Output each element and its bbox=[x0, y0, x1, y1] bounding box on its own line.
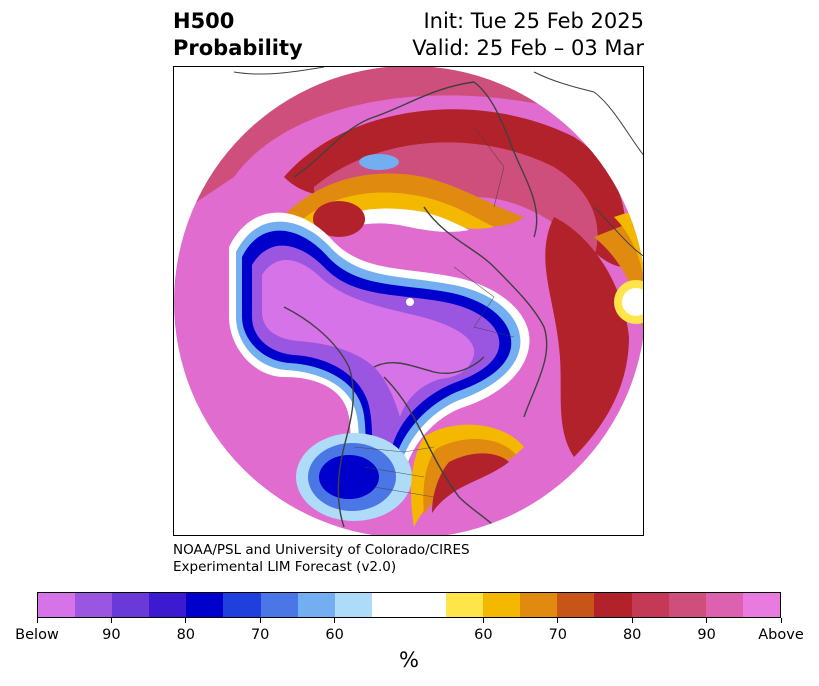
colorbar-tick-mark bbox=[36, 618, 38, 623]
colorbar-segment bbox=[186, 593, 224, 617]
neutral-spot-east bbox=[622, 288, 643, 316]
coastline-arctic bbox=[373, 356, 485, 374]
above-core-kamchatka bbox=[313, 201, 365, 237]
colorbar-tick-mark bbox=[185, 618, 187, 623]
coastline-europe bbox=[423, 206, 548, 418]
title-left: H500 Probability bbox=[173, 8, 303, 62]
map-panel bbox=[173, 66, 644, 536]
colorbar-tick-label: 90 bbox=[102, 627, 121, 643]
title-right: Init: Tue 25 Feb 2025 Valid: 25 Feb – 03… bbox=[412, 8, 644, 62]
colorbar-segment bbox=[112, 593, 150, 617]
colorbar-segment bbox=[446, 593, 484, 617]
colorbar-segment bbox=[631, 593, 669, 617]
above-core-north bbox=[284, 109, 627, 267]
colorbar-tick-label: Below bbox=[15, 627, 59, 643]
warm-orange-east bbox=[594, 217, 643, 327]
outer-coast-nw bbox=[233, 67, 325, 75]
above-core-eastus bbox=[432, 453, 509, 513]
coastline-eastamerica bbox=[383, 376, 505, 535]
colorbar-tick-mark bbox=[557, 618, 559, 623]
credit-line-2: Experimental LIM Forecast (v2.0) bbox=[173, 559, 397, 575]
above-ridge-east bbox=[545, 217, 629, 457]
colorbar-segment bbox=[408, 593, 447, 617]
colorbar-segment bbox=[371, 593, 409, 617]
colorbar-segment bbox=[223, 593, 261, 617]
colorbar-segment bbox=[520, 593, 558, 617]
political-borders bbox=[353, 126, 515, 498]
colorbar-segment bbox=[594, 593, 632, 617]
colorbar-tick-label: 90 bbox=[697, 627, 716, 643]
outer-land bbox=[233, 67, 643, 257]
outer-coast-e bbox=[593, 206, 643, 257]
below-core-southwest bbox=[319, 455, 379, 499]
below-outer-pocket-pacific bbox=[262, 259, 475, 417]
title-field: Probability bbox=[173, 36, 303, 60]
init-date: Init: Tue 25 Feb 2025 bbox=[423, 9, 644, 33]
colorbar bbox=[37, 592, 781, 618]
colorbar-segment bbox=[297, 593, 335, 617]
border-us-states bbox=[353, 446, 435, 498]
colorbar-tick-mark bbox=[259, 618, 261, 623]
colorbar-segment bbox=[334, 593, 372, 617]
colorbar-tick-mark bbox=[482, 618, 484, 623]
border-europe bbox=[453, 266, 515, 338]
colorbar-segment bbox=[149, 593, 187, 617]
above-inner-north bbox=[314, 142, 598, 257]
colorbar-segment bbox=[557, 593, 595, 617]
colorbar-segment bbox=[705, 593, 743, 617]
colorbar-segment bbox=[75, 593, 113, 617]
valid-range: Valid: 25 Feb – 03 Mar bbox=[412, 36, 644, 60]
colorbar-segment bbox=[260, 593, 298, 617]
below-light-spot-north bbox=[359, 154, 399, 170]
colorbar-tick-label: Above bbox=[758, 627, 804, 643]
colorbar-tick-label: 70 bbox=[250, 627, 270, 643]
colorbar-tick-mark bbox=[780, 618, 782, 623]
colorbar-tick-mark bbox=[631, 618, 633, 623]
colorbar-segment bbox=[668, 593, 706, 617]
credit: NOAA/PSL and University of Colorado/CIRE… bbox=[173, 542, 470, 576]
border-asia bbox=[473, 126, 505, 208]
colorbar-segment bbox=[742, 593, 780, 617]
colorbar-tick-label: 60 bbox=[325, 627, 344, 643]
credit-line-1: NOAA/PSL and University of Colorado/CIRE… bbox=[173, 542, 470, 558]
probability-map bbox=[174, 67, 643, 535]
probability-field bbox=[174, 67, 643, 535]
title-variable: H500 bbox=[173, 9, 235, 33]
coastline-westamerica bbox=[283, 306, 354, 528]
outer-coast-ne bbox=[533, 71, 643, 156]
colorbar-unit: % bbox=[399, 648, 419, 672]
colorbar-tick-label: 60 bbox=[474, 627, 493, 643]
colorbar-tick-mark bbox=[110, 618, 112, 623]
coastline-asia bbox=[293, 81, 538, 238]
pole-marker bbox=[406, 298, 414, 306]
colorbar-tick-label: 80 bbox=[622, 627, 642, 643]
colorbar-segment bbox=[483, 593, 521, 617]
colorbar-tick-mark bbox=[334, 618, 336, 623]
colorbar-tick-mark bbox=[706, 618, 708, 623]
colorbar-segment bbox=[38, 593, 76, 617]
above-band-north bbox=[174, 67, 643, 227]
colorbar-tick-label: 80 bbox=[176, 627, 196, 643]
colorbar-tick-label: 70 bbox=[548, 627, 568, 643]
